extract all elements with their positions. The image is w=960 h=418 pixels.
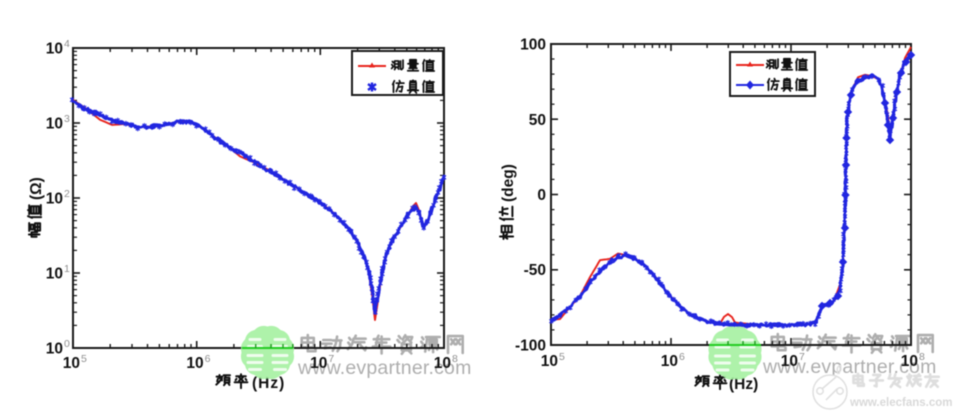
svg-text:5: 5 [559, 351, 565, 363]
svg-text:100: 100 [520, 37, 546, 54]
svg-text:www.elecfans.com: www.elecfans.com [849, 397, 952, 409]
svg-text:7: 7 [328, 353, 334, 365]
svg-text:8: 8 [452, 353, 458, 365]
svg-text:10: 10 [310, 355, 327, 372]
svg-text:0: 0 [64, 338, 70, 350]
svg-text:10: 10 [46, 116, 63, 133]
svg-text:10: 10 [661, 353, 678, 370]
svg-text:2: 2 [64, 188, 70, 200]
svg-text:10: 10 [434, 355, 451, 372]
svg-text:(deg): (deg) [500, 164, 517, 202]
svg-text:10: 10 [901, 353, 918, 370]
svg-text:50: 50 [529, 112, 546, 129]
svg-text:(Hz): (Hz) [252, 375, 285, 392]
svg-text:10: 10 [46, 41, 63, 58]
svg-text:4: 4 [64, 38, 70, 50]
svg-text:10: 10 [63, 355, 80, 372]
svg-text:10: 10 [46, 341, 63, 358]
svg-text:1: 1 [64, 263, 70, 275]
svg-text:0: 0 [537, 187, 546, 204]
svg-text:7: 7 [799, 351, 805, 363]
svg-text:10: 10 [46, 191, 63, 208]
svg-text:-100: -100 [515, 338, 546, 355]
svg-text:6: 6 [205, 353, 211, 365]
svg-text:-50: -50 [524, 262, 546, 279]
svg-text:www.evpartner.com: www.evpartner.com [762, 356, 937, 378]
svg-text:10: 10 [46, 266, 63, 283]
svg-text:10: 10 [541, 353, 558, 370]
svg-text:(Hz): (Hz) [729, 376, 758, 393]
svg-text:www.evpartner.com: www.evpartner.com [297, 357, 472, 379]
svg-text:10: 10 [781, 353, 798, 370]
svg-text:3: 3 [64, 113, 70, 125]
svg-text:(Ω): (Ω) [28, 177, 45, 200]
svg-text:10: 10 [186, 355, 203, 372]
svg-text:5: 5 [81, 353, 87, 365]
svg-text:8: 8 [919, 351, 925, 363]
svg-text:6: 6 [679, 351, 685, 363]
